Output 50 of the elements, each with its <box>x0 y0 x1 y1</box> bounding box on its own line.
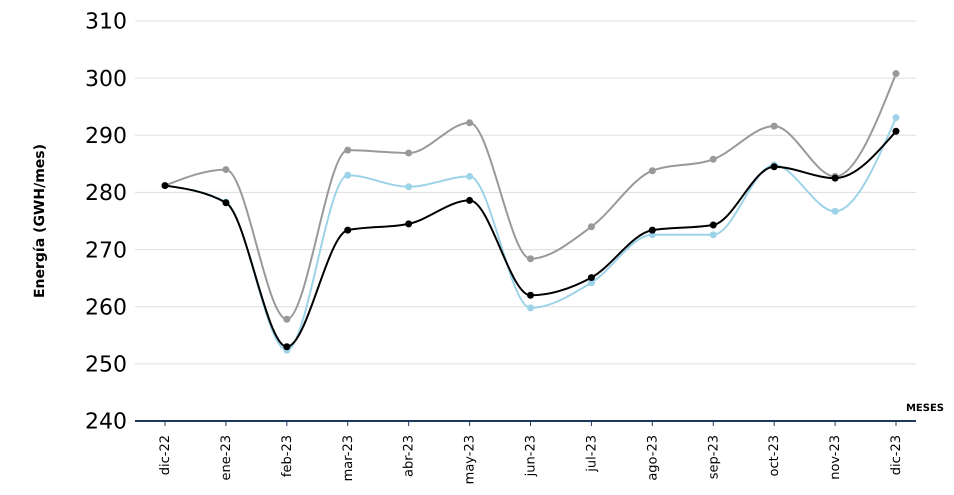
point <box>710 222 717 228</box>
y-tick-label: 250 <box>85 352 127 378</box>
point <box>283 343 290 350</box>
x-tick-label: jul-23 <box>584 435 600 473</box>
x-axis-title: MESES <box>906 403 944 414</box>
point <box>648 167 656 174</box>
point <box>892 114 900 122</box>
point <box>405 183 412 190</box>
x-tick-label: may-23 <box>462 435 478 484</box>
point <box>527 292 534 299</box>
point <box>892 70 900 78</box>
point <box>648 226 656 234</box>
point <box>466 119 474 126</box>
x-tick-label: jun-23 <box>524 435 538 478</box>
y-tick-label: 270 <box>85 238 127 264</box>
x-tick-label: dic-23 <box>889 435 904 476</box>
point <box>527 255 534 262</box>
x-tick-label: ene-23 <box>218 435 234 480</box>
x-tick-label: mar-23 <box>340 435 356 482</box>
point <box>222 166 230 174</box>
x-tick-label: dic-22 <box>158 435 173 476</box>
point <box>466 172 474 180</box>
point <box>405 150 412 156</box>
point <box>405 220 412 228</box>
y-tick-label: 290 <box>85 124 127 149</box>
y-axis-title: Energía (GWH/mes) <box>32 144 48 298</box>
x-tick-label: oct-23 <box>767 435 782 476</box>
x-tick-label: nov-23 <box>828 435 844 480</box>
x-tick-label: ago-23 <box>645 435 660 481</box>
point <box>710 156 717 163</box>
y-tick-label: 240 <box>85 410 127 435</box>
x-tick-label: abr-23 <box>402 435 417 477</box>
point <box>344 146 352 154</box>
point <box>344 172 352 179</box>
x-tick-label: feb-23 <box>280 435 295 478</box>
point <box>832 208 839 215</box>
point <box>588 223 595 230</box>
point <box>588 274 595 282</box>
y-tick-label: 310 <box>85 10 127 35</box>
point <box>710 231 717 238</box>
point <box>344 226 352 234</box>
y-tick-label: 260 <box>85 295 127 320</box>
point <box>466 196 474 204</box>
x-tick-label: sep-23 <box>706 435 722 480</box>
point <box>283 316 290 323</box>
point <box>527 304 534 312</box>
y-tick-label: 300 <box>85 66 127 92</box>
point <box>892 128 900 135</box>
y-tick-label: 280 <box>85 181 127 206</box>
point <box>770 122 778 130</box>
